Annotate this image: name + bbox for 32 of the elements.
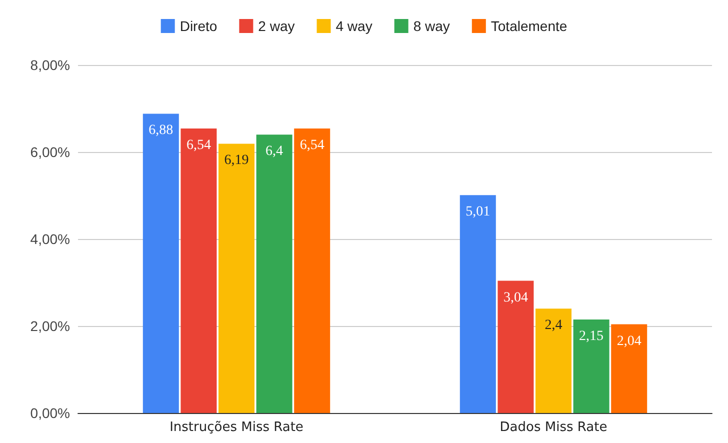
legend-label: 8 way bbox=[413, 18, 450, 34]
bar bbox=[294, 128, 330, 413]
data-label: 2,15 bbox=[579, 328, 604, 344]
y-tick-label: 0,00% bbox=[30, 405, 70, 421]
data-label: 6,54 bbox=[300, 138, 324, 154]
bar bbox=[142, 114, 179, 413]
data-label: 6,19 bbox=[224, 153, 249, 168]
x-tick-label: Dados Miss Rate bbox=[500, 420, 608, 435]
y-tick-label: 2,00% bbox=[30, 318, 70, 334]
bar bbox=[256, 134, 292, 413]
data-label: 2,4 bbox=[544, 318, 562, 334]
bar bbox=[460, 195, 496, 413]
legend-label: Totalemente bbox=[490, 18, 568, 34]
data-label: 6,4 bbox=[266, 144, 284, 160]
bar bbox=[498, 280, 534, 413]
bar bbox=[218, 144, 254, 413]
legend-label: 4 way bbox=[336, 18, 372, 34]
bar bbox=[573, 319, 610, 413]
bar bbox=[536, 308, 572, 413]
legend-label: 2 way bbox=[258, 18, 295, 34]
data-label: 2,04 bbox=[616, 334, 642, 349]
bar bbox=[180, 128, 217, 413]
y-tick-label: 8,00% bbox=[30, 57, 70, 73]
y-tick-label: 4,00% bbox=[30, 231, 70, 247]
data-label: 5,01 bbox=[466, 204, 490, 220]
bar bbox=[611, 324, 648, 413]
legend-label: Direto bbox=[180, 18, 218, 34]
data-label: 6,54 bbox=[186, 138, 211, 154]
y-tick-label: 6,00% bbox=[30, 144, 70, 160]
x-tick-label: Instruções Miss Rate bbox=[170, 420, 304, 435]
data-label: 6,88 bbox=[148, 123, 174, 138]
data-label: 3,04 bbox=[503, 290, 528, 306]
